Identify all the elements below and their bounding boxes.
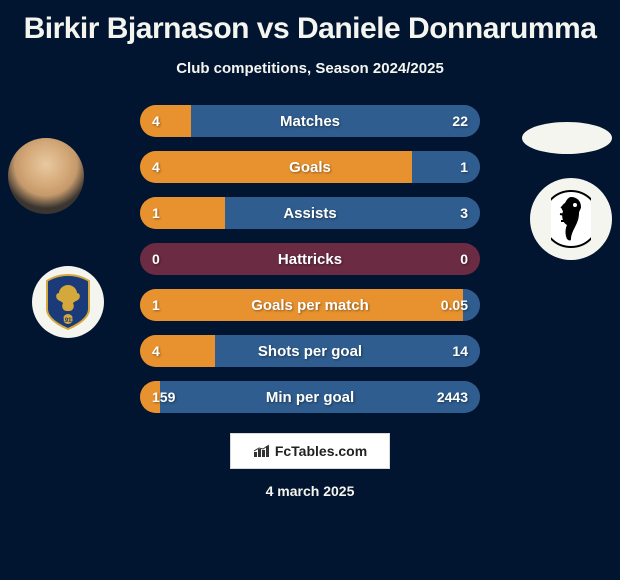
stat-label: Shots per goal bbox=[258, 343, 362, 360]
stat-bar-left bbox=[140, 151, 412, 183]
stat-value-left: 4 bbox=[152, 113, 160, 129]
branding-text: FcTables.com bbox=[275, 443, 367, 459]
stat-value-left: 4 bbox=[152, 343, 160, 359]
stat-label: Min per goal bbox=[266, 389, 354, 406]
stat-value-left: 4 bbox=[152, 159, 160, 175]
stat-row: 4 14 Shots per goal bbox=[140, 335, 480, 367]
stat-value-right: 1 bbox=[460, 159, 468, 175]
player-right-placeholder bbox=[522, 122, 612, 154]
stat-row: 4 22 Matches bbox=[140, 105, 480, 137]
stat-label: Matches bbox=[280, 113, 340, 130]
stat-value-left: 1 bbox=[152, 297, 160, 313]
club-right-badge bbox=[530, 178, 612, 260]
stat-bar-right bbox=[412, 151, 480, 183]
seahorse-icon bbox=[551, 189, 591, 249]
date-text: 4 march 2025 bbox=[266, 483, 355, 499]
stat-label: Assists bbox=[283, 205, 336, 222]
lion-shield-icon: 1911 bbox=[43, 273, 93, 331]
stat-row: 1 0.05 Goals per match bbox=[140, 289, 480, 321]
stat-value-right: 0.05 bbox=[441, 297, 468, 313]
stat-value-right: 3 bbox=[460, 205, 468, 221]
stat-row: 0 0 Hattricks bbox=[140, 243, 480, 275]
player-left-avatar bbox=[8, 138, 84, 214]
chart-icon bbox=[253, 444, 271, 458]
branding-box[interactable]: FcTables.com bbox=[230, 433, 390, 469]
club-left-badge: 1911 bbox=[32, 266, 104, 338]
stat-value-right: 2443 bbox=[437, 389, 468, 405]
svg-text:1911: 1911 bbox=[61, 318, 75, 324]
stat-value-right: 0 bbox=[460, 251, 468, 267]
stat-value-left: 1 bbox=[152, 205, 160, 221]
stat-row: 4 1 Goals bbox=[140, 151, 480, 183]
comparison-container: Birkir Bjarnason vs Daniele Donnarumma C… bbox=[0, 0, 620, 580]
stat-value-right: 14 bbox=[452, 343, 468, 359]
stat-row: 159 2443 Min per goal bbox=[140, 381, 480, 413]
stat-label: Goals per match bbox=[251, 297, 369, 314]
stat-value-left: 159 bbox=[152, 389, 175, 405]
page-title: Birkir Bjarnason vs Daniele Donnarumma bbox=[24, 12, 597, 46]
stat-bar-left bbox=[140, 105, 191, 137]
stat-value-right: 22 bbox=[452, 113, 468, 129]
stat-label: Goals bbox=[289, 159, 331, 176]
stat-bar-right bbox=[225, 197, 480, 229]
stat-label: Hattricks bbox=[278, 251, 342, 268]
stat-row: 1 3 Assists bbox=[140, 197, 480, 229]
stats-area: 4 22 Matches 4 1 Goals 1 3 Assists 0 0 Hattricks 1 0.… bbox=[140, 105, 480, 413]
stat-value-left: 0 bbox=[152, 251, 160, 267]
subtitle: Club competitions, Season 2024/2025 bbox=[176, 60, 444, 77]
